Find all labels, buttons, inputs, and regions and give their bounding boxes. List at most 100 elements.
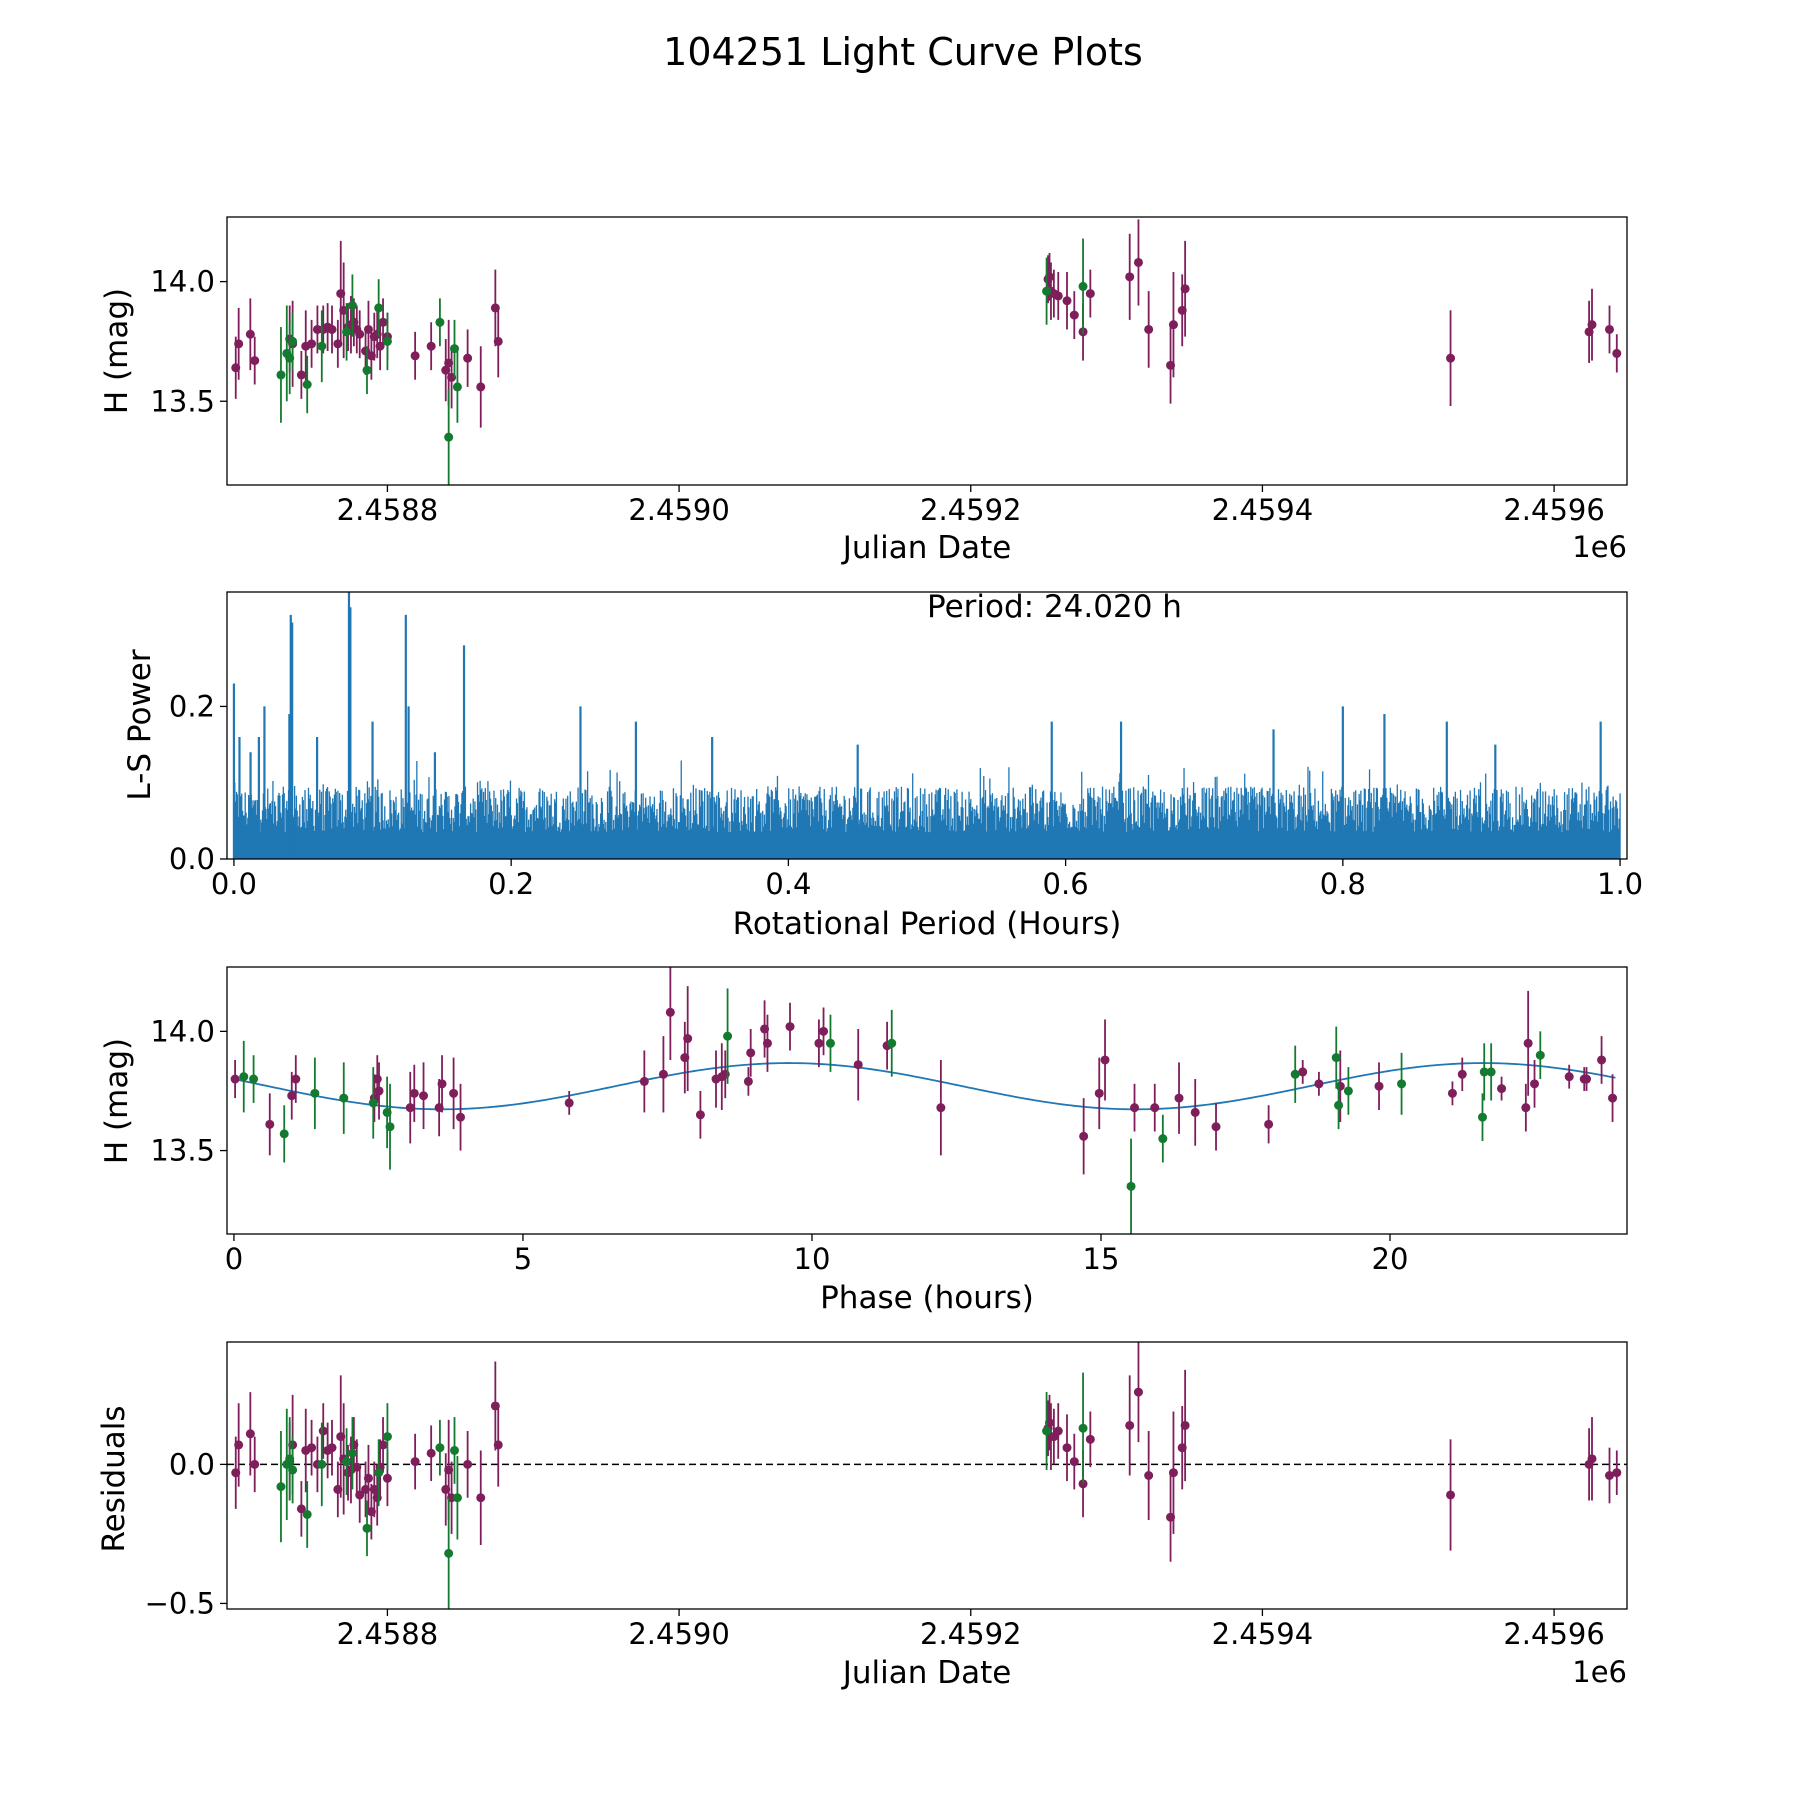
data-point [410, 1457, 420, 1467]
data-point [230, 1074, 240, 1084]
data-point [250, 356, 260, 366]
lightcurve-ytick-label: 13.5 [150, 384, 215, 418]
data-point [405, 1103, 415, 1113]
data-point [1587, 320, 1597, 330]
periodogram-xtick-label: 0.2 [488, 867, 534, 901]
data-point [1125, 272, 1135, 282]
data-point [355, 1490, 365, 1500]
lightcurve-xlabel: Julian Date [841, 530, 1012, 566]
data-point [302, 1509, 312, 1519]
data-point [1085, 1434, 1095, 1444]
data-point [1477, 1112, 1487, 1122]
data-point [853, 1060, 863, 1070]
data-point [302, 380, 312, 389]
periodogram-ticks: 0.0 0.2 0.4 0.6 0.8 1.0 0.0 0.2 [169, 689, 1643, 901]
data-point [372, 1074, 382, 1084]
lightcurve-xtick-label: 2.4588 [337, 493, 438, 527]
data-point [250, 1459, 260, 1469]
data-point [449, 1088, 459, 1098]
periodogram-xlabel: Rotational Period (Hours) [733, 906, 1122, 942]
data-point [1334, 1100, 1344, 1110]
data-point [378, 1440, 388, 1450]
data-point [1062, 296, 1072, 306]
residuals-series-secondary [276, 1372, 1088, 1609]
fit-curve [233, 1062, 1616, 1111]
periodogram-xtick-label: 1.0 [1597, 867, 1643, 901]
data-point [746, 1048, 756, 1058]
data-point [825, 1038, 835, 1048]
data-point [743, 1076, 753, 1086]
data-point [444, 432, 454, 442]
data-point [1597, 1055, 1607, 1065]
data-point [307, 1443, 317, 1453]
data-point [1486, 1067, 1496, 1077]
data-point [1053, 1426, 1063, 1436]
data-point [1605, 1471, 1614, 1480]
data-point [936, 1103, 946, 1113]
data-point [437, 1079, 447, 1089]
residuals-xtick-label: 2.4592 [920, 1617, 1021, 1651]
data-point [1078, 281, 1088, 291]
periodogram-xtick-label: 0.4 [765, 867, 811, 901]
data-point [342, 327, 352, 337]
data-point [1397, 1079, 1407, 1089]
data-point [435, 1443, 445, 1453]
lightcurve-ylabel: H (mag) [99, 288, 135, 414]
periodogram-xtick-label: 0.0 [211, 867, 257, 901]
data-point [1174, 1093, 1184, 1103]
data-point [374, 1086, 384, 1096]
phase-ticks: 0 5 10 15 20 13.5 14.0 [150, 1014, 1408, 1276]
data-point [1343, 1086, 1353, 1096]
phase-xtick-label: 15 [1083, 1242, 1120, 1276]
phase-ytick-label: 13.5 [150, 1134, 215, 1168]
lightcurve-axes-frame [226, 216, 1628, 486]
data-point [382, 1473, 392, 1483]
phase-xtick-label: 20 [1372, 1242, 1409, 1276]
data-point [374, 303, 384, 313]
phase-series-secondary [239, 988, 1545, 1234]
data-point [279, 1129, 289, 1139]
figure-title: 104251 Light Curve Plots [663, 30, 1143, 74]
lightcurve-panel: 2.4588 2.4590 2.4592 2.4594 2.4596 13.5 14.0 J… [99, 216, 1628, 566]
residuals-offset-label: 1e6 [1572, 1655, 1627, 1689]
data-point [695, 1110, 705, 1120]
phase-plot-area [230, 967, 1618, 1234]
residuals-xtick-label: 2.4594 [1212, 1617, 1313, 1651]
data-point [288, 336, 298, 346]
residuals-ylabel: Residuals [96, 1405, 132, 1552]
data-point [1298, 1067, 1308, 1077]
data-point [265, 1119, 275, 1129]
residuals-plot-area [227, 1342, 1627, 1609]
data-point [1587, 1454, 1597, 1464]
data-point [1079, 1131, 1089, 1141]
data-point [347, 301, 357, 311]
data-point [378, 317, 388, 327]
data-point [1180, 1420, 1190, 1430]
data-point [426, 341, 436, 351]
data-point [288, 1465, 298, 1475]
lightcurve-xtick-label: 2.4594 [1212, 493, 1313, 527]
data-point [362, 1523, 372, 1533]
data-point [245, 1429, 255, 1439]
lightcurve-ytick-label: 14.0 [150, 265, 215, 299]
residuals-ytick-label: −0.5 [145, 1586, 215, 1620]
lightcurve-plot-area [231, 219, 1622, 485]
data-point [435, 317, 445, 327]
residuals-ticks: 2.4588 2.4590 2.4592 2.4594 2.4596 −0.5 0.0 [145, 1447, 1605, 1651]
periodogram-axes-frame [226, 591, 1628, 860]
data-point [410, 351, 420, 361]
residuals-ytick-label: 0.0 [169, 1447, 215, 1481]
data-point [444, 1548, 454, 1558]
data-point [1374, 1081, 1384, 1091]
lightcurve-offset-label: 1e6 [1572, 530, 1627, 564]
data-point [368, 1098, 378, 1108]
data-point [450, 1445, 459, 1455]
data-point [1447, 1088, 1457, 1098]
data-point [814, 1038, 824, 1048]
periodogram-ytick-label: 0.2 [169, 689, 215, 723]
data-point [374, 1468, 384, 1478]
periodogram-xtick-label: 0.8 [1320, 867, 1366, 901]
data-point [452, 382, 462, 392]
data-point [1608, 1093, 1618, 1103]
data-point [1100, 1055, 1110, 1065]
